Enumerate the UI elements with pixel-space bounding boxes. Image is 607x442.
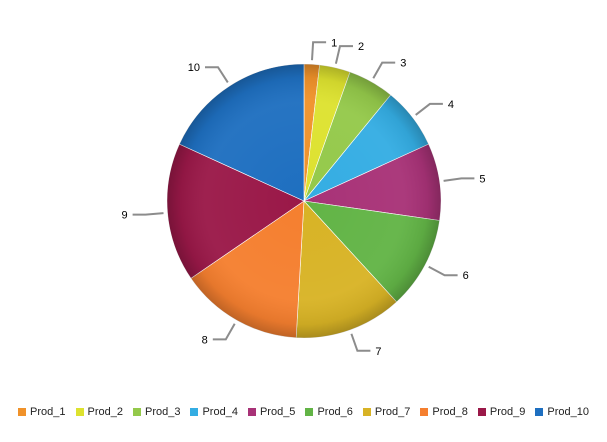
slices-layer (166, 63, 442, 339)
legend-swatch (305, 408, 314, 416)
data-label-10: 10 (188, 62, 200, 74)
legend-swatch (75, 408, 84, 416)
legend-swatch (18, 408, 27, 416)
legend-label: Prod_1 (30, 406, 66, 418)
data-label-8: 8 (202, 334, 208, 346)
legend-item-prod-1[interactable]: Prod_1 (18, 406, 66, 418)
legend-label: Prod_9 (489, 406, 526, 418)
legend-item-prod-8[interactable]: Prod_8 (420, 406, 468, 418)
legend-swatch (420, 408, 429, 416)
legend-item-prod-10[interactable]: Prod_10 (535, 406, 589, 418)
legend-swatch (132, 408, 141, 416)
data-label-6: 6 (463, 270, 469, 282)
legend-label: Prod_4 (202, 406, 238, 418)
legend-item-prod-9[interactable]: Prod_9 (477, 406, 526, 418)
legend-swatch (362, 408, 371, 416)
pie-chart-canvas: 1 2 3 4 5 6 7 8 9 10 (121, 37, 485, 358)
leader-line-1 (311, 41, 327, 61)
legend-label: Prod_10 (547, 406, 589, 418)
leader-line-2 (334, 45, 353, 64)
leader-line-8 (212, 323, 236, 341)
legend-label: Prod_3 (144, 406, 181, 418)
legend-label: Prod_6 (317, 406, 353, 418)
legend-swatch (247, 408, 256, 416)
leader-lines-layer (132, 41, 475, 352)
data-label-2: 2 (358, 41, 364, 53)
data-label-5: 5 (479, 173, 485, 185)
leader-line-3 (372, 61, 396, 79)
legend-swatch (477, 408, 486, 416)
legend-swatch (535, 408, 544, 416)
legend-item-prod-5[interactable]: Prod_5 (247, 406, 296, 418)
legend-swatch (190, 408, 199, 416)
legend-label: Prod_2 (87, 406, 123, 418)
data-label-4: 4 (448, 99, 454, 111)
legend-item-prod-4[interactable]: Prod_4 (190, 406, 238, 418)
legend-label: Prod_7 (374, 406, 411, 418)
data-label-7: 7 (375, 346, 381, 358)
data-label-1: 1 (331, 37, 337, 49)
legend-item-prod-3[interactable]: Prod_3 (132, 406, 181, 418)
legend: Prod_1 Prod_2 Prod_3 Prod_4 Prod_5 Prod_6 Prod… (0, 403, 607, 421)
leader-line-7 (350, 333, 371, 352)
leader-line-5 (443, 177, 475, 182)
legend-item-prod-2[interactable]: Prod_2 (75, 406, 123, 418)
leader-line-6 (428, 265, 458, 277)
data-label-9: 9 (121, 210, 127, 222)
legend-item-prod-7[interactable]: Prod_7 (362, 406, 411, 418)
legend-label: Prod_5 (259, 406, 296, 418)
leader-line-4 (415, 102, 443, 116)
legend-label: Prod_8 (432, 406, 468, 418)
data-label-3: 3 (400, 58, 406, 70)
leader-line-9 (132, 212, 164, 216)
leader-line-10 (205, 66, 229, 83)
legend-item-prod-6[interactable]: Prod_6 (305, 406, 353, 418)
data-labels-layer: 1 2 3 4 5 6 7 8 9 10 (121, 37, 485, 358)
